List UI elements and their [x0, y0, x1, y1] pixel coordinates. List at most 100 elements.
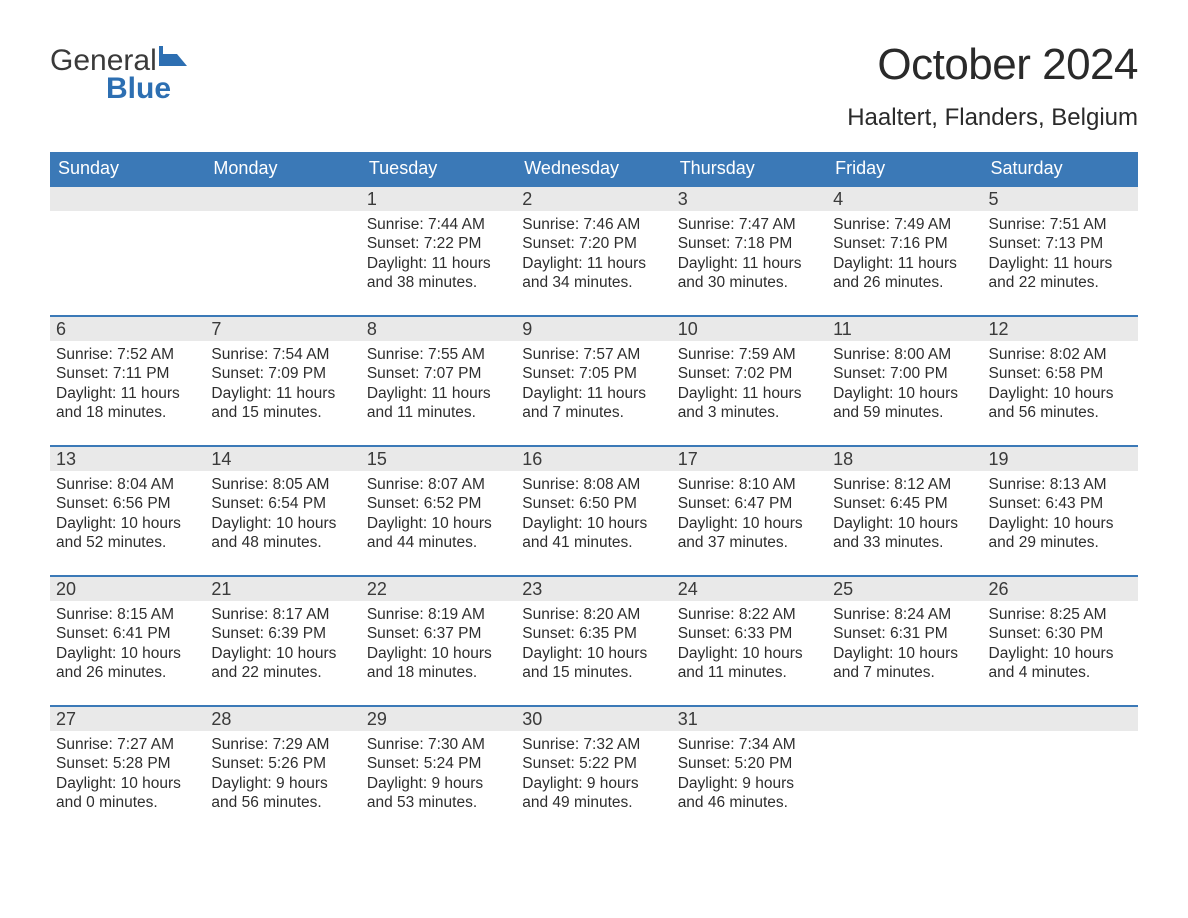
day-number: 2 [516, 187, 671, 211]
day-number: 27 [50, 707, 205, 731]
daylight-line2: and 22 minutes. [211, 663, 354, 682]
day-cell: 4Sunrise: 7:49 AMSunset: 7:16 PMDaylight… [827, 187, 982, 315]
day-number: 12 [983, 317, 1138, 341]
daylight-line1: Daylight: 10 hours [833, 514, 976, 533]
weekday-header-row: Sunday Monday Tuesday Wednesday Thursday… [50, 152, 1138, 185]
sunrise-text: Sunrise: 7:59 AM [678, 345, 821, 364]
day-number: 1 [361, 187, 516, 211]
sunrise-text: Sunrise: 7:32 AM [522, 735, 665, 754]
day-cell: 13Sunrise: 8:04 AMSunset: 6:56 PMDayligh… [50, 447, 205, 575]
daylight-line1: Daylight: 10 hours [367, 644, 510, 663]
day-cell: 21Sunrise: 8:17 AMSunset: 6:39 PMDayligh… [205, 577, 360, 705]
daylight-line1: Daylight: 10 hours [678, 514, 821, 533]
day-number: 22 [361, 577, 516, 601]
day-content: Sunrise: 8:12 AMSunset: 6:45 PMDaylight:… [827, 471, 982, 559]
day-content: Sunrise: 8:25 AMSunset: 6:30 PMDaylight:… [983, 601, 1138, 689]
day-content: Sunrise: 8:04 AMSunset: 6:56 PMDaylight:… [50, 471, 205, 559]
day-number: 4 [827, 187, 982, 211]
sunrise-text: Sunrise: 8:19 AM [367, 605, 510, 624]
sunrise-text: Sunrise: 7:54 AM [211, 345, 354, 364]
day-number: 24 [672, 577, 827, 601]
month-title: October 2024 [847, 40, 1138, 90]
daylight-line2: and 15 minutes. [211, 403, 354, 422]
day-number: 6 [50, 317, 205, 341]
day-content: Sunrise: 7:44 AMSunset: 7:22 PMDaylight:… [361, 211, 516, 299]
sunrise-text: Sunrise: 7:47 AM [678, 215, 821, 234]
day-content: Sunrise: 8:15 AMSunset: 6:41 PMDaylight:… [50, 601, 205, 689]
day-number: 19 [983, 447, 1138, 471]
day-content: Sunrise: 8:10 AMSunset: 6:47 PMDaylight:… [672, 471, 827, 559]
sunset-text: Sunset: 6:31 PM [833, 624, 976, 643]
day-cell: 2Sunrise: 7:46 AMSunset: 7:20 PMDaylight… [516, 187, 671, 315]
sunset-text: Sunset: 7:02 PM [678, 364, 821, 383]
daylight-line1: Daylight: 9 hours [211, 774, 354, 793]
sunset-text: Sunset: 7:20 PM [522, 234, 665, 253]
daylight-line2: and 11 minutes. [678, 663, 821, 682]
sunrise-text: Sunrise: 8:20 AM [522, 605, 665, 624]
week-row: 6Sunrise: 7:52 AMSunset: 7:11 PMDaylight… [50, 315, 1138, 445]
calendar-grid: Sunday Monday Tuesday Wednesday Thursday… [50, 152, 1138, 835]
daylight-line2: and 59 minutes. [833, 403, 976, 422]
daylight-line2: and 53 minutes. [367, 793, 510, 812]
day-content: Sunrise: 7:59 AMSunset: 7:02 PMDaylight:… [672, 341, 827, 429]
sunrise-text: Sunrise: 8:12 AM [833, 475, 976, 494]
header-bar: General Blue October 2024 Haaltert, Flan… [50, 40, 1138, 132]
sunset-text: Sunset: 7:05 PM [522, 364, 665, 383]
day-content: Sunrise: 7:55 AMSunset: 7:07 PMDaylight:… [361, 341, 516, 429]
day-cell: 15Sunrise: 8:07 AMSunset: 6:52 PMDayligh… [361, 447, 516, 575]
daylight-line1: Daylight: 11 hours [367, 384, 510, 403]
day-cell [827, 707, 982, 835]
logo-text-line2: Blue [106, 72, 171, 106]
day-cell: 27Sunrise: 7:27 AMSunset: 5:28 PMDayligh… [50, 707, 205, 835]
daylight-line1: Daylight: 10 hours [211, 514, 354, 533]
daylight-line2: and 26 minutes. [56, 663, 199, 682]
week-row: 1Sunrise: 7:44 AMSunset: 7:22 PMDaylight… [50, 185, 1138, 315]
day-content: Sunrise: 7:52 AMSunset: 7:11 PMDaylight:… [50, 341, 205, 429]
day-content: Sunrise: 8:20 AMSunset: 6:35 PMDaylight:… [516, 601, 671, 689]
daylight-line1: Daylight: 10 hours [833, 644, 976, 663]
sunset-text: Sunset: 6:39 PM [211, 624, 354, 643]
sunset-text: Sunset: 6:52 PM [367, 494, 510, 513]
sunrise-text: Sunrise: 8:00 AM [833, 345, 976, 364]
daylight-line1: Daylight: 9 hours [522, 774, 665, 793]
sunset-text: Sunset: 6:47 PM [678, 494, 821, 513]
sunset-text: Sunset: 7:00 PM [833, 364, 976, 383]
daylight-line2: and 22 minutes. [989, 273, 1132, 292]
weekday-friday: Friday [827, 152, 982, 185]
day-content: Sunrise: 7:51 AMSunset: 7:13 PMDaylight:… [983, 211, 1138, 299]
daylight-line1: Daylight: 11 hours [211, 384, 354, 403]
daylight-line2: and 18 minutes. [367, 663, 510, 682]
sunrise-text: Sunrise: 8:07 AM [367, 475, 510, 494]
sunset-text: Sunset: 6:43 PM [989, 494, 1132, 513]
day-cell: 25Sunrise: 8:24 AMSunset: 6:31 PMDayligh… [827, 577, 982, 705]
day-number [50, 187, 205, 211]
day-content: Sunrise: 8:00 AMSunset: 7:00 PMDaylight:… [827, 341, 982, 429]
sunset-text: Sunset: 6:58 PM [989, 364, 1132, 383]
day-number: 21 [205, 577, 360, 601]
daylight-line2: and 48 minutes. [211, 533, 354, 552]
day-number: 9 [516, 317, 671, 341]
day-number: 23 [516, 577, 671, 601]
location-text: Haaltert, Flanders, Belgium [847, 104, 1138, 132]
daylight-line2: and 15 minutes. [522, 663, 665, 682]
day-cell: 29Sunrise: 7:30 AMSunset: 5:24 PMDayligh… [361, 707, 516, 835]
sunrise-text: Sunrise: 8:25 AM [989, 605, 1132, 624]
day-number: 7 [205, 317, 360, 341]
daylight-line2: and 33 minutes. [833, 533, 976, 552]
daylight-line2: and 52 minutes. [56, 533, 199, 552]
day-cell: 1Sunrise: 7:44 AMSunset: 7:22 PMDaylight… [361, 187, 516, 315]
day-number: 14 [205, 447, 360, 471]
daylight-line2: and 0 minutes. [56, 793, 199, 812]
day-content: Sunrise: 8:02 AMSunset: 6:58 PMDaylight:… [983, 341, 1138, 429]
weekday-wednesday: Wednesday [516, 152, 671, 185]
weeks-container: 1Sunrise: 7:44 AMSunset: 7:22 PMDaylight… [50, 185, 1138, 835]
sunrise-text: Sunrise: 8:05 AM [211, 475, 354, 494]
sunset-text: Sunset: 6:56 PM [56, 494, 199, 513]
daylight-line1: Daylight: 10 hours [989, 514, 1132, 533]
sunset-text: Sunset: 6:37 PM [367, 624, 510, 643]
title-block: October 2024 Haaltert, Flanders, Belgium [847, 40, 1138, 132]
sunset-text: Sunset: 5:22 PM [522, 754, 665, 773]
day-content: Sunrise: 8:24 AMSunset: 6:31 PMDaylight:… [827, 601, 982, 689]
daylight-line1: Daylight: 10 hours [56, 644, 199, 663]
daylight-line2: and 49 minutes. [522, 793, 665, 812]
